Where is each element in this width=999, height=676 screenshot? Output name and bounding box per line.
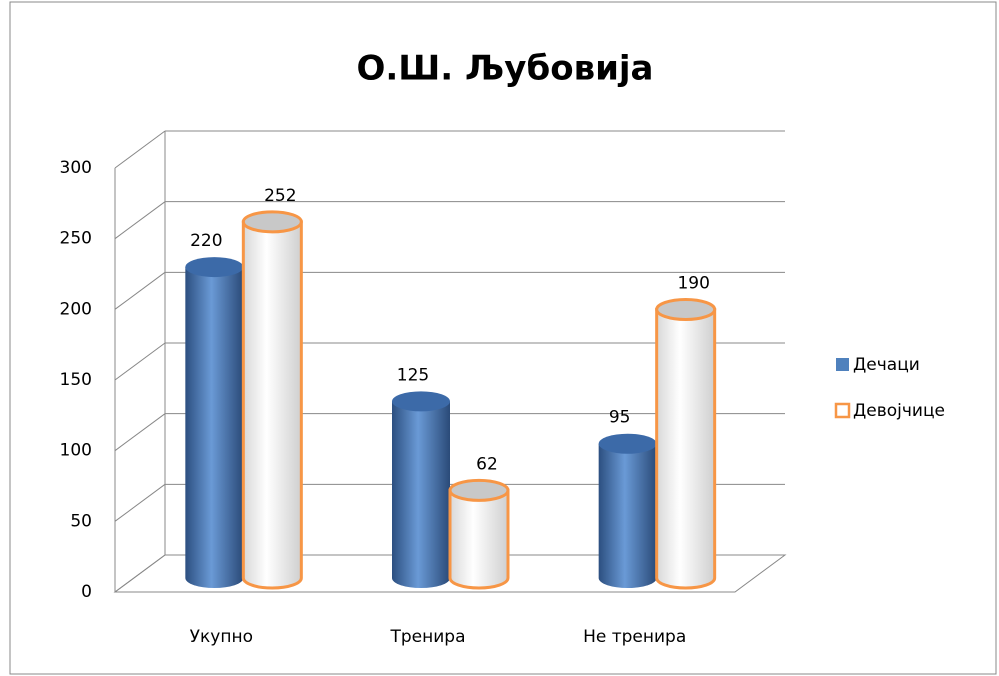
- data-label: 62: [476, 454, 498, 474]
- grid-line: [114, 201, 166, 240]
- bar-body: [448, 488, 510, 590]
- bar-body: [185, 267, 244, 588]
- bar: [448, 478, 510, 590]
- legend-swatch: [834, 402, 851, 419]
- bar: [598, 433, 657, 588]
- x-tick-label: Тренира: [389, 627, 465, 647]
- bar: [392, 391, 450, 588]
- data-label: 95: [609, 408, 631, 428]
- legend-label: Девојчице: [853, 401, 945, 421]
- legend-swatch: [836, 358, 849, 371]
- bar-top: [598, 433, 657, 454]
- y-tick-label: 100: [60, 441, 92, 461]
- bar-top: [241, 210, 303, 234]
- bar-body: [598, 443, 657, 588]
- grid-line: [114, 483, 166, 522]
- bar-body: [655, 307, 717, 590]
- bar-top: [655, 297, 717, 321]
- data-label: 125: [397, 365, 429, 385]
- data-label: 190: [677, 273, 709, 293]
- y-tick-label: 250: [60, 229, 92, 249]
- grid-line: [114, 554, 166, 593]
- grid-line: [114, 342, 166, 381]
- x-tick-label: Не тренира: [583, 627, 686, 647]
- bar-top: [392, 391, 450, 412]
- y-tick-label: 300: [60, 158, 92, 178]
- grid-line: [114, 413, 166, 452]
- y-tick-label: 0: [81, 582, 92, 602]
- bar-top: [185, 257, 244, 278]
- bar-body: [241, 220, 303, 590]
- data-label: 220: [190, 231, 222, 251]
- bar: [655, 297, 717, 590]
- x-tick-label: Укупно: [190, 627, 253, 647]
- grid-line: [114, 130, 166, 169]
- y-tick-label: 150: [60, 370, 92, 390]
- bar-top: [448, 478, 510, 502]
- y-tick-label: 50: [70, 511, 92, 531]
- y-tick-label: 200: [60, 299, 92, 319]
- chart-title: О.Ш. Љубовија: [356, 49, 653, 89]
- bar-body: [392, 401, 450, 588]
- grid-line: [114, 271, 166, 310]
- data-label: 252: [264, 186, 296, 206]
- bar: [185, 257, 244, 588]
- bar: [241, 210, 303, 590]
- legend-label: Дечаци: [853, 355, 920, 375]
